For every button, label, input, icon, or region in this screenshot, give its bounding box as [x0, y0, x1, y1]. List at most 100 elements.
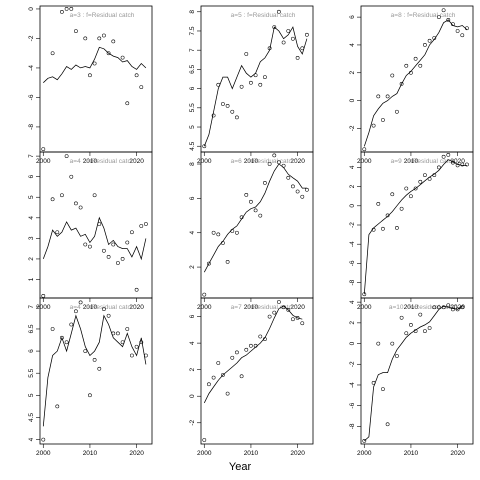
- x-axis-label: Year: [229, 461, 252, 473]
- y-tick-label: -6: [28, 94, 35, 100]
- data-point: [423, 43, 427, 47]
- data-point: [83, 349, 88, 353]
- fit-line: [42, 314, 147, 427]
- data-point: [465, 162, 469, 167]
- data-point: [69, 7, 74, 11]
- y-tick-label: 6: [189, 86, 196, 90]
- data-point: [74, 201, 78, 206]
- data-point: [277, 160, 281, 165]
- data-point: [455, 163, 460, 168]
- data-point: [455, 307, 460, 312]
- data-point: [83, 36, 88, 41]
- panel-frame: [360, 297, 474, 445]
- data-point: [83, 242, 88, 247]
- data-point: [116, 261, 120, 265]
- y-tick-label: -4: [28, 65, 35, 71]
- data-point: [399, 82, 404, 86]
- data-point: [263, 337, 267, 341]
- data-point: [207, 382, 211, 387]
- data-point: [395, 354, 399, 358]
- data-point: [427, 177, 432, 181]
- data-point: [362, 147, 367, 152]
- data-point: [88, 73, 92, 78]
- y-tick-label: -2: [28, 35, 35, 41]
- data-point: [125, 101, 130, 106]
- x-tick-label: 2010: [83, 304, 98, 311]
- y-tick-label: 2: [189, 367, 196, 371]
- x-tick-label: 2020: [129, 450, 144, 457]
- data-point: [230, 229, 235, 233]
- data-point: [267, 314, 272, 319]
- y-tick-label: 6: [189, 314, 196, 318]
- data-point: [239, 84, 244, 89]
- data-point: [371, 123, 376, 128]
- data-point: [249, 80, 253, 85]
- data-point: [139, 85, 144, 89]
- y-tick-label: 6.5: [28, 324, 35, 333]
- data-point: [230, 109, 235, 114]
- panel-title: a=7 : f=Residual catch: [231, 304, 296, 311]
- data-point: [295, 56, 300, 60]
- data-point: [381, 118, 385, 122]
- data-point: [385, 422, 390, 427]
- y-tick-label: 7.5: [189, 26, 196, 35]
- data-point: [125, 240, 130, 245]
- data-point: [60, 10, 64, 14]
- fit-line: [203, 26, 308, 147]
- data-point: [125, 327, 130, 331]
- panel-2: a=5 : f=Residual catch4.555.566.577.5820…: [189, 5, 314, 165]
- data-point: [446, 303, 451, 308]
- x-tick-label: 2020: [290, 450, 305, 457]
- data-point: [409, 70, 413, 75]
- panel-frame: [39, 151, 153, 299]
- y-tick-label: 3: [28, 236, 35, 240]
- data-point: [432, 36, 437, 40]
- x-tick-label: 2000: [36, 158, 51, 165]
- data-point: [376, 94, 381, 99]
- data-point: [211, 113, 216, 118]
- panel-title: a=8 : f=Residual catch: [391, 12, 456, 19]
- data-point: [362, 292, 367, 297]
- y-tick-label: 2: [349, 184, 356, 188]
- x-tick-label: 2010: [244, 450, 259, 457]
- x-tick-label: 2020: [129, 158, 144, 165]
- data-point: [404, 186, 409, 191]
- data-point: [88, 393, 92, 398]
- data-point: [291, 36, 295, 41]
- panel-title: a=5 : f=Residual catch: [231, 12, 296, 19]
- data-point: [432, 305, 437, 310]
- data-point: [385, 94, 390, 99]
- panel-title: a=4 : f=Residual catch: [70, 304, 135, 311]
- x-tick-label: 2010: [404, 158, 419, 165]
- panel-frame: [200, 297, 314, 445]
- data-point: [446, 153, 451, 157]
- y-tick-label: 2: [189, 265, 196, 269]
- data-point: [281, 163, 286, 168]
- x-tick-label: 2000: [197, 304, 212, 311]
- data-point: [134, 73, 139, 78]
- data-point: [134, 287, 139, 292]
- data-point: [202, 438, 207, 442]
- data-point: [385, 213, 390, 218]
- data-point: [50, 327, 55, 331]
- data-point: [102, 33, 106, 38]
- data-point: [376, 202, 381, 206]
- data-point: [295, 316, 300, 320]
- y-tick-label: 4: [28, 216, 35, 220]
- data-point: [207, 261, 211, 266]
- data-point: [221, 241, 225, 245]
- y-tick-label: -4: [349, 241, 356, 247]
- panel-frame: [200, 5, 314, 153]
- data-point: [258, 213, 263, 218]
- data-point: [50, 51, 55, 56]
- data-point: [78, 205, 83, 210]
- x-tick-label: 2010: [404, 450, 419, 457]
- y-tick-label: 5.5: [28, 368, 35, 377]
- data-point: [55, 230, 60, 235]
- data-point: [258, 334, 263, 339]
- y-tick-label: -2: [349, 222, 356, 228]
- data-point: [371, 227, 376, 232]
- fit-line: [42, 216, 147, 261]
- data-point: [216, 232, 221, 237]
